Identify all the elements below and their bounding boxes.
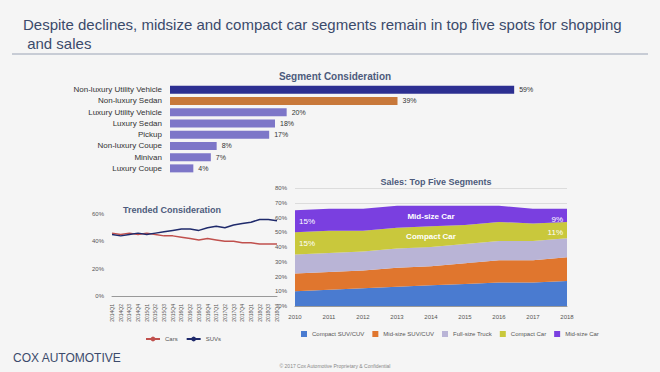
svg-text:30%: 30% — [275, 259, 288, 265]
svg-text:2014Q4: 2014Q4 — [135, 304, 141, 322]
svg-text:59%: 59% — [519, 86, 533, 93]
svg-text:2015Q1: 2015Q1 — [144, 304, 150, 322]
svg-text:Mid-size SUV/CUV: Mid-size SUV/CUV — [383, 331, 434, 337]
svg-text:18%: 18% — [280, 120, 294, 127]
svg-text:2016Q4: 2016Q4 — [205, 304, 211, 322]
svg-text:Cars: Cars — [165, 336, 178, 342]
svg-text:2015Q3: 2015Q3 — [161, 304, 167, 322]
svg-text:Compact SUV/CUV: Compact SUV/CUV — [312, 331, 364, 337]
svg-text:2018Q3: 2018Q3 — [265, 304, 271, 322]
svg-text:0%: 0% — [95, 293, 104, 299]
svg-text:Segment Consideration: Segment Consideration — [279, 71, 391, 82]
svg-text:40%: 40% — [275, 244, 288, 250]
svg-text:39%: 39% — [403, 97, 417, 104]
svg-text:17%: 17% — [274, 131, 288, 138]
svg-text:Trended Consideration: Trended Consideration — [123, 205, 221, 215]
svg-text:2015Q4: 2015Q4 — [170, 304, 176, 322]
svg-text:2015: 2015 — [458, 314, 472, 320]
svg-text:70%: 70% — [275, 200, 288, 206]
svg-text:2018Q4: 2018Q4 — [274, 304, 280, 322]
svg-text:2011: 2011 — [323, 314, 337, 320]
svg-text:2010: 2010 — [288, 314, 302, 320]
svg-text:Full-size Truck: Full-size Truck — [453, 331, 493, 337]
svg-text:2017Q4: 2017Q4 — [239, 304, 245, 322]
svg-text:Sales: Top Five Segments: Sales: Top Five Segments — [381, 177, 492, 187]
svg-text:Luxury Utility Vehicle: Luxury Utility Vehicle — [88, 108, 162, 117]
svg-text:2016: 2016 — [492, 314, 506, 320]
svg-text:8%: 8% — [222, 142, 232, 149]
svg-text:80%: 80% — [275, 185, 288, 191]
svg-text:2016Q2: 2016Q2 — [187, 304, 193, 322]
svg-text:20%: 20% — [292, 109, 306, 116]
svg-text:Luxury Coupe: Luxury Coupe — [112, 164, 162, 173]
svg-text:2017: 2017 — [526, 314, 540, 320]
svg-text:20%: 20% — [275, 274, 288, 280]
svg-text:2016Q3: 2016Q3 — [196, 304, 202, 322]
svg-text:60%: 60% — [92, 211, 105, 217]
svg-text:4%: 4% — [198, 165, 208, 172]
svg-text:2012: 2012 — [356, 314, 370, 320]
svg-text:2017Q3: 2017Q3 — [231, 304, 237, 322]
svg-text:0%: 0% — [278, 303, 287, 309]
svg-text:2017Q1: 2017Q1 — [213, 304, 219, 322]
svg-text:10%: 10% — [275, 288, 288, 294]
svg-text:2016Q1: 2016Q1 — [178, 304, 184, 322]
svg-text:SUVs: SUVs — [206, 336, 221, 342]
svg-text:Mid-size Car: Mid-size Car — [407, 212, 454, 221]
svg-text:15%: 15% — [299, 217, 315, 226]
svg-text:Pickup: Pickup — [138, 130, 163, 139]
svg-text:2015Q2: 2015Q2 — [152, 304, 158, 322]
svg-text:2014Q1: 2014Q1 — [109, 304, 115, 322]
svg-text:2018Q2: 2018Q2 — [257, 304, 263, 322]
svg-text:7%: 7% — [216, 154, 226, 161]
svg-text:Non-luxury Coupe: Non-luxury Coupe — [98, 141, 163, 150]
svg-text:Non-luxury Sedan: Non-luxury Sedan — [98, 96, 162, 105]
svg-text:Despite declines, midsize and: Despite declines, midsize and compact ca… — [23, 16, 622, 33]
svg-text:2013: 2013 — [390, 314, 404, 320]
svg-text:Compact Car: Compact Car — [406, 232, 456, 241]
svg-text:2018Q1: 2018Q1 — [248, 304, 254, 322]
svg-text:Mid-size Car: Mid-size Car — [565, 331, 599, 337]
svg-text:60%: 60% — [275, 215, 288, 221]
svg-text:2017Q2: 2017Q2 — [222, 304, 228, 322]
svg-text:2014Q3: 2014Q3 — [126, 304, 132, 322]
svg-text:Luxury Sedan: Luxury Sedan — [113, 119, 162, 128]
svg-text:Non-luxury Utility Vehicle: Non-luxury Utility Vehicle — [74, 85, 163, 94]
svg-text:and sales: and sales — [23, 35, 91, 52]
svg-text:20%: 20% — [92, 266, 105, 272]
svg-text:COX AUTOMOTIVE: COX AUTOMOTIVE — [13, 351, 121, 365]
svg-text:9%: 9% — [551, 215, 563, 224]
svg-text:15%: 15% — [299, 239, 315, 248]
svg-text:11%: 11% — [548, 228, 563, 237]
svg-text:2014Q2: 2014Q2 — [118, 304, 124, 322]
svg-text:40%: 40% — [92, 238, 105, 244]
svg-text:Minivan: Minivan — [134, 153, 162, 162]
svg-text:2014: 2014 — [424, 314, 438, 320]
svg-text:© 2017 Cox Automotive Propriet: © 2017 Cox Automotive Proprietary & Conf… — [280, 363, 391, 369]
svg-text:Compact Car: Compact Car — [511, 331, 546, 337]
svg-text:2018: 2018 — [560, 314, 574, 320]
svg-text:50%: 50% — [275, 229, 288, 235]
